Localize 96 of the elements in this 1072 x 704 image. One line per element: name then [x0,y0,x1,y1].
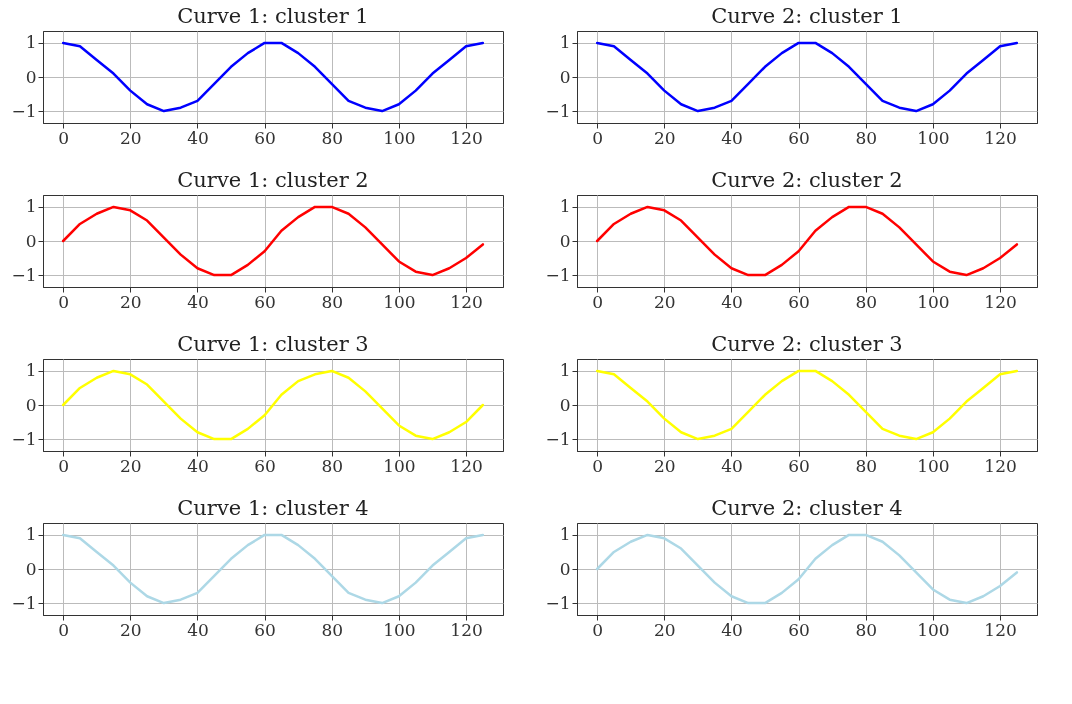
x-tick-label: 20 [653,619,676,640]
x-tick-label: 20 [653,127,676,148]
x-tick-label: 80 [321,619,344,640]
x-tick-label: 40 [187,455,209,476]
x-tick-label: 100 [383,291,416,312]
chart-title: Curve 2: cluster 2 [711,168,903,192]
x-tick-label: 40 [187,619,209,640]
x-tick-label: 120 [984,127,1017,148]
y-tick-label: 1 [559,196,571,217]
x-tick-label: 100 [917,619,950,640]
x-tick-label: 60 [254,291,276,312]
y-tick-label: 0 [25,558,37,579]
line-series [61,533,485,605]
y-tick-label: 1 [25,360,37,381]
y-tick-label: 0 [559,394,571,415]
y-tick-label: −1 [11,100,37,121]
y-tick-label: 1 [559,32,571,53]
x-tick-label: 0 [58,127,70,148]
x-tick-label: 40 [721,619,743,640]
chart-title: Curve 1: cluster 3 [177,332,369,356]
x-tick-label: 40 [721,127,743,148]
line-series [61,41,485,113]
x-tick-label: 60 [254,127,276,148]
y-tick-label: 0 [559,230,571,251]
x-tick-label: 0 [58,619,70,640]
y-tick-label: −1 [11,428,37,449]
x-tick-label: 60 [254,455,276,476]
x-tick-label: 60 [788,291,810,312]
x-tick-label: 0 [592,619,604,640]
line-series [61,205,485,277]
y-tick-label: −1 [545,264,571,285]
line-series [595,205,1019,277]
y-tick-label: 0 [25,66,37,87]
x-tick-label: 0 [58,455,70,476]
y-tick-label: −1 [545,592,571,613]
y-tick-label: −1 [11,592,37,613]
y-tick-label: 1 [559,524,571,545]
x-tick-label: 80 [855,619,878,640]
line-series [595,41,1019,113]
x-tick-label: 60 [788,619,810,640]
x-tick-label: 100 [917,291,950,312]
y-tick-label: 1 [25,32,37,53]
line-series [595,369,1019,441]
x-tick-label: 100 [383,619,416,640]
x-tick-label: 20 [119,619,142,640]
x-tick-label: 100 [917,455,950,476]
x-tick-label: 20 [119,291,142,312]
y-tick-label: 0 [25,394,37,415]
chart-title: Curve 1: cluster 1 [177,4,369,28]
x-tick-label: 120 [450,291,483,312]
x-tick-label: 80 [855,291,878,312]
x-tick-label: 120 [984,291,1017,312]
y-tick-label: 1 [25,524,37,545]
chart-title: Curve 2: cluster 3 [711,332,903,356]
x-tick-label: 20 [119,455,142,476]
x-tick-label: 120 [450,127,483,148]
x-tick-label: 40 [187,127,209,148]
x-tick-label: 120 [450,455,483,476]
x-tick-label: 20 [653,455,676,476]
x-tick-label: 100 [383,455,416,476]
x-tick-label: 60 [788,455,810,476]
line-series [61,369,485,441]
x-tick-label: 40 [721,455,743,476]
y-tick-label: −1 [545,100,571,121]
x-tick-label: 80 [321,455,344,476]
x-tick-label: 0 [592,291,604,312]
x-tick-label: 80 [321,127,344,148]
x-tick-label: 20 [119,127,142,148]
y-tick-label: 1 [25,196,37,217]
y-tick-label: 0 [559,558,571,579]
x-tick-label: 0 [592,455,604,476]
y-tick-label: −1 [545,428,571,449]
x-tick-label: 100 [917,127,950,148]
line-series [595,533,1019,605]
x-tick-label: 120 [450,619,483,640]
chart-title: Curve 2: cluster 4 [711,496,903,520]
x-tick-label: 60 [254,619,276,640]
x-tick-label: 120 [984,619,1017,640]
y-tick-label: 0 [25,230,37,251]
y-tick-label: −1 [11,264,37,285]
x-tick-label: 0 [592,127,604,148]
x-tick-label: 100 [383,127,416,148]
x-tick-label: 40 [187,291,209,312]
y-tick-label: 1 [559,360,571,381]
y-tick-label: 0 [559,66,571,87]
x-tick-label: 80 [855,127,878,148]
x-tick-label: 60 [788,127,810,148]
chart-title: Curve 2: cluster 1 [711,4,903,28]
x-tick-label: 80 [321,291,344,312]
x-tick-label: 80 [855,455,878,476]
x-tick-label: 20 [653,291,676,312]
x-tick-label: 120 [984,455,1017,476]
x-tick-label: 0 [58,291,70,312]
chart-title: Curve 1: cluster 2 [177,168,369,192]
x-tick-label: 40 [721,291,743,312]
chart-title: Curve 1: cluster 4 [177,496,369,520]
